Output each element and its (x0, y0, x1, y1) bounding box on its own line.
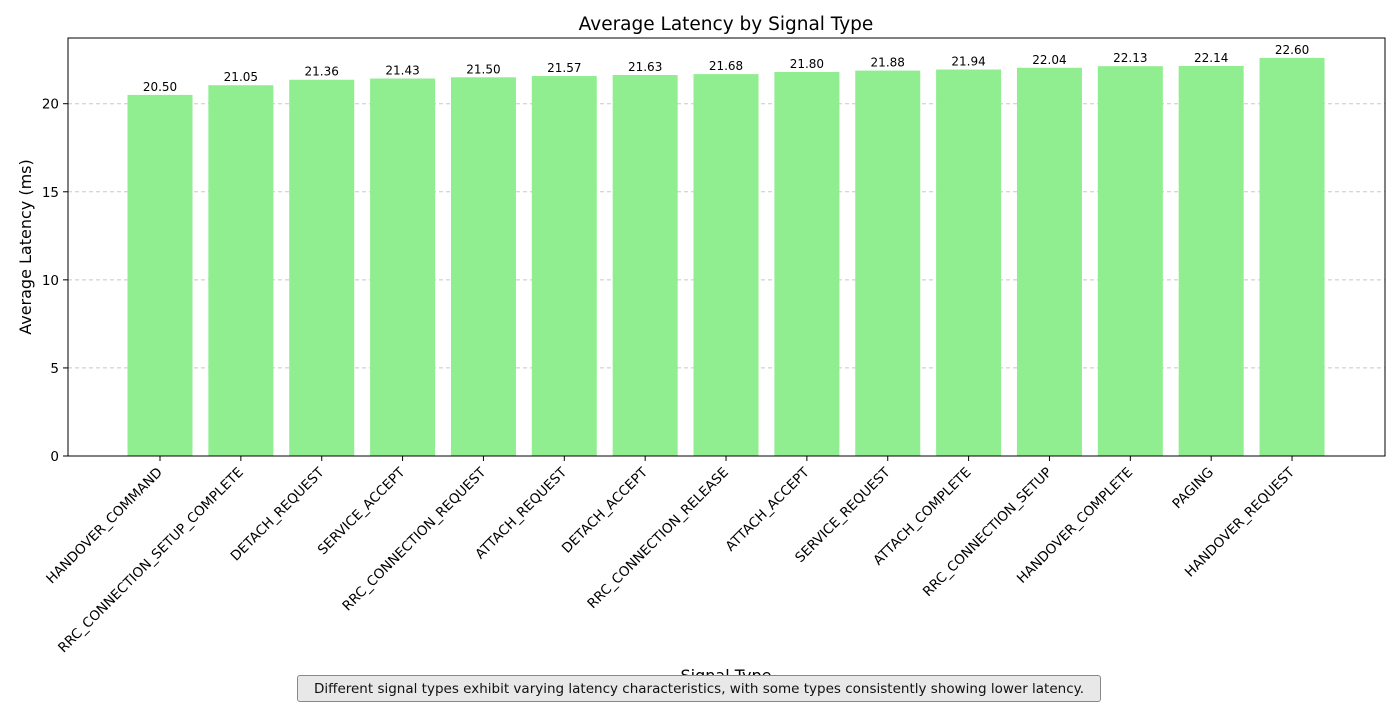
y-axis: 0 5 10 15 20 (42, 97, 68, 465)
x-tick-label: ATTACH_REQUEST (472, 464, 570, 562)
bar (370, 78, 436, 457)
value-label: 21.50 (466, 62, 500, 76)
bar (127, 94, 193, 457)
bar (936, 69, 1002, 457)
value-label: 22.04 (1032, 53, 1066, 67)
bar (450, 77, 516, 457)
value-labels: 20.50 21.05 21.36 21.43 21.50 21.57 21.63 21.68… (143, 43, 1309, 94)
y-tick-label: 5 (50, 361, 59, 377)
value-label: 21.57 (547, 61, 581, 75)
x-tick-label: RRC_CONNECTION_SETUP (920, 465, 1055, 600)
bar (855, 70, 921, 457)
value-label: 21.43 (385, 64, 419, 78)
value-label: 21.36 (305, 65, 339, 79)
bar (208, 85, 274, 456)
x-tick-label: SERVICE_ACCEPT (315, 464, 409, 558)
bar (1097, 66, 1163, 457)
bar (693, 74, 759, 456)
y-axis-label: Average Latency (ms) (16, 159, 35, 335)
x-tick-label: PAGING (1169, 465, 1217, 513)
bar (774, 71, 840, 456)
bars (127, 57, 1325, 457)
bar (1016, 67, 1082, 456)
value-label: 22.13 (1113, 51, 1147, 65)
x-tick-label: RRC_CONNECTION_RELEASE (584, 465, 731, 612)
y-tick-label: 10 (42, 273, 59, 289)
y-tick-label: 15 (42, 185, 59, 201)
bar (289, 79, 355, 456)
value-label: 21.63 (628, 60, 662, 74)
value-label: 21.94 (951, 55, 985, 69)
bar (1178, 66, 1244, 457)
value-label: 20.50 (143, 80, 177, 94)
x-tick-label: ATTACH_ACCEPT (723, 464, 814, 555)
annotation-box: Different signal types exhibit varying l… (297, 675, 1101, 702)
bar (1259, 57, 1325, 457)
y-tick-label: 20 (42, 97, 59, 113)
x-tick-label: RRC_CONNECTION_REQUEST (339, 464, 489, 614)
x-tick-label: DETACH_ACCEPT (559, 464, 652, 557)
x-axis: HANDOVER_COMMANDRRC_CONNECTION_SETUP_COM… (43, 456, 1298, 656)
chart-title: Average Latency by Signal Type (579, 14, 874, 35)
value-label: 21.88 (871, 56, 905, 70)
value-label: 22.14 (1194, 51, 1228, 65)
value-label: 22.60 (1275, 43, 1309, 57)
value-label: 21.05 (224, 70, 258, 84)
bar (612, 74, 678, 456)
value-label: 21.68 (709, 59, 743, 73)
bar (531, 76, 597, 457)
y-tick-label: 0 (50, 449, 59, 465)
value-label: 21.80 (790, 57, 824, 71)
x-tick-label: RRC_CONNECTION_SETUP_COMPLETE (55, 465, 247, 657)
